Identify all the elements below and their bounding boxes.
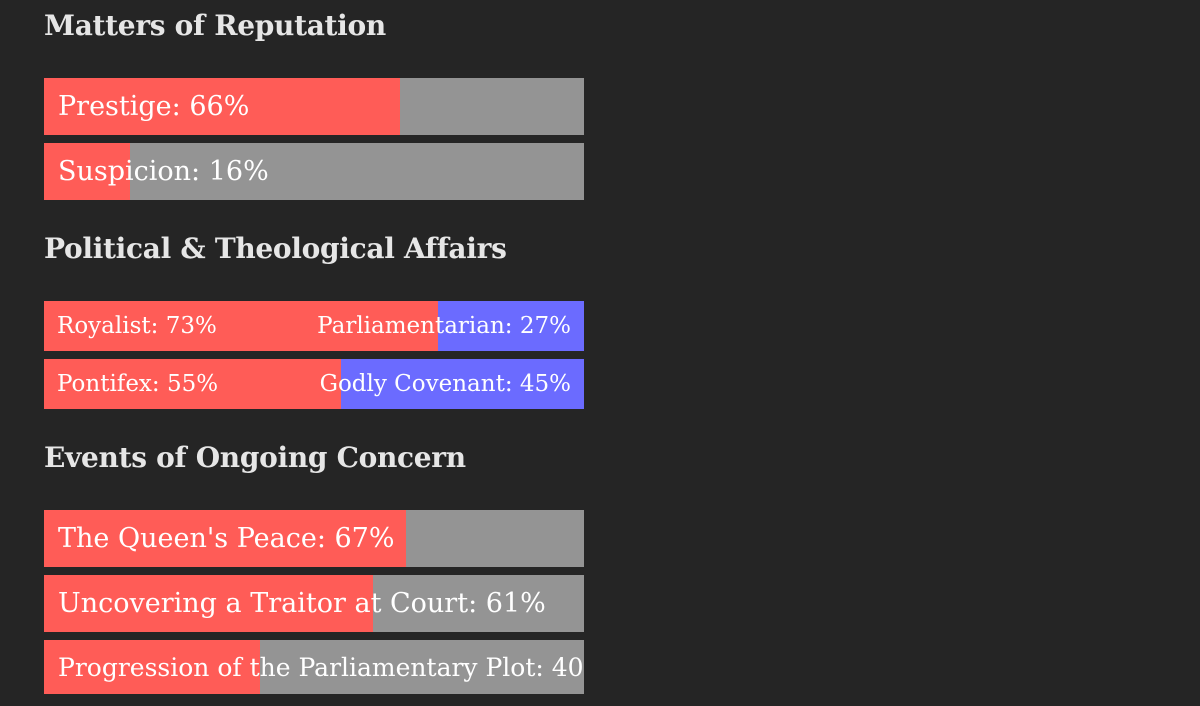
traitor-bar: Uncovering a Traitor at Court: 61%	[44, 575, 584, 632]
suspicion-bar-fill	[44, 143, 131, 200]
traitor-bar-fill	[44, 575, 374, 632]
pontifex-covenant-bar: Pontifex: 55% Godly Covenant: 45%	[44, 359, 584, 409]
suspicion-row: Suspicion: 16%	[44, 143, 584, 200]
royalist-bar-fill	[44, 301, 439, 351]
reputation-bars: Prestige: 66%	[44, 78, 584, 135]
queens-peace-bar: The Queen's Peace: 67%	[44, 510, 584, 567]
affairs-heading: Political & Theological Affairs	[44, 232, 507, 265]
reputation-section: Matters of Reputation	[44, 0, 584, 52]
queens-peace-row: The Queen's Peace: 67%	[44, 510, 584, 567]
pontifex-row: Pontifex: 55% Godly Covenant: 45%	[44, 359, 584, 409]
reputation-heading: Matters of Reputation	[44, 9, 386, 42]
godly-covenant-label: Godly Covenant: 45%	[319, 371, 571, 397]
parliamentary-plot-bar-label: Progression of the Parliamentary Plot: 4…	[58, 652, 584, 682]
parliamentary-plot-bar: Progression of the Parliamentary Plot: 4…	[44, 640, 584, 694]
suspicion-bar-label: Suspicion: 16%	[58, 156, 269, 187]
traitor-bar-label: Uncovering a Traitor at Court: 61%	[58, 588, 546, 619]
prestige-bar-fill	[44, 78, 401, 135]
parliamentarian-label: Parliamentarian: 27%	[317, 313, 571, 339]
royalist-row: Royalist: 73% Parliamentarian: 27%	[44, 301, 584, 351]
plot-row: Progression of the Parliamentary Plot: 4…	[44, 640, 584, 694]
suspicion-bar: Suspicion: 16%	[44, 143, 584, 200]
events-heading: Events of Ongoing Concern	[44, 441, 466, 474]
royalist-label: Royalist: 73%	[57, 313, 217, 339]
queens-peace-bar-fill	[44, 510, 406, 567]
prestige-bar-label: Prestige: 66%	[58, 91, 250, 122]
traitor-row: Uncovering a Traitor at Court: 61%	[44, 575, 584, 632]
parliamentary-plot-bar-fill	[44, 640, 260, 694]
events-section: Events of Ongoing Concern	[44, 432, 584, 484]
queens-peace-bar-label: The Queen's Peace: 67%	[58, 523, 395, 554]
affairs-section: Political & Theological Affairs	[44, 223, 584, 275]
pontifex-bar-fill	[44, 359, 341, 409]
prestige-bar: Prestige: 66%	[44, 78, 584, 135]
royalist-parliamentarian-bar: Royalist: 73% Parliamentarian: 27%	[44, 301, 584, 351]
pontifex-label: Pontifex: 55%	[57, 371, 219, 397]
